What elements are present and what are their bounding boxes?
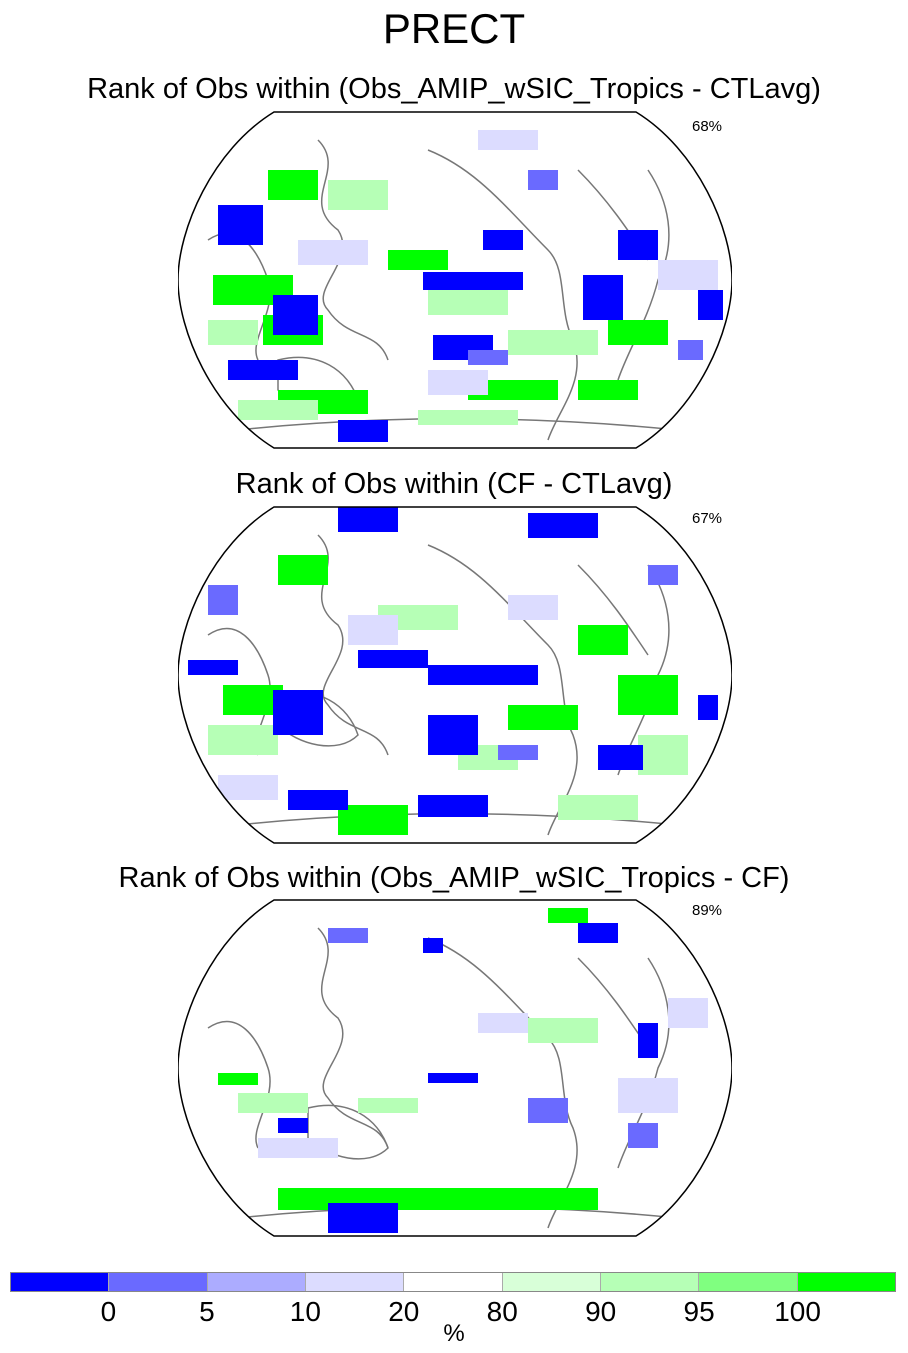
panel-1-percent: 68% bbox=[692, 118, 723, 135]
light-blue-regions bbox=[218, 595, 558, 800]
panel-2-map bbox=[178, 506, 732, 844]
map-border bbox=[178, 111, 732, 449]
medium-blue-regions bbox=[328, 928, 658, 1148]
colorbar-tick-label: 90 bbox=[585, 1296, 617, 1327]
colorbar-cell bbox=[11, 1273, 110, 1291]
colorbar-tick-label: 80 bbox=[486, 1296, 518, 1327]
blue-regions bbox=[278, 923, 658, 1233]
colorbar-cell bbox=[207, 1273, 306, 1291]
colorbar bbox=[10, 1272, 896, 1292]
colorbar-cell bbox=[699, 1273, 798, 1291]
colorbar-cell bbox=[502, 1273, 601, 1291]
light-green-regions bbox=[208, 605, 688, 820]
panel-3-title: Rank of Obs within (Obs_AMIP_wSIC_Tropic… bbox=[118, 862, 790, 894]
blue-regions bbox=[188, 507, 718, 817]
green-regions bbox=[213, 170, 668, 414]
colorbar-tick-label: 10 bbox=[289, 1296, 321, 1327]
panel-2-percent: 67% bbox=[692, 510, 723, 527]
medium-blue-regions bbox=[468, 170, 703, 365]
panel-1-title: Rank of Obs within (Obs_AMIP_wSIC_Tropic… bbox=[87, 73, 821, 105]
map-border bbox=[178, 506, 732, 844]
main-title: PRECT bbox=[382, 5, 526, 52]
colorbar-unit: % bbox=[443, 1320, 465, 1347]
light-green-regions bbox=[238, 1018, 598, 1113]
colorbar-tick-label: 95 bbox=[683, 1296, 715, 1327]
light-blue-regions bbox=[298, 130, 718, 395]
colorbar-cell bbox=[600, 1273, 700, 1291]
colorbar-cell bbox=[305, 1273, 405, 1291]
colorbar-cell bbox=[109, 1273, 208, 1291]
colorbar-cell bbox=[797, 1273, 895, 1291]
medium-blue-regions bbox=[208, 565, 678, 760]
light-blue-regions bbox=[258, 998, 708, 1158]
map-border bbox=[178, 899, 732, 1237]
panel-1-map bbox=[178, 111, 732, 449]
panel-3-percent: 89% bbox=[692, 902, 723, 919]
colorbar-tick-label: 100 bbox=[774, 1296, 821, 1327]
colorbar-tick-label: 5 bbox=[199, 1296, 215, 1327]
colorbar-cell bbox=[404, 1273, 503, 1291]
panel-3-map bbox=[178, 899, 732, 1237]
panel-2-title: Rank of Obs within (CF - CTLavg) bbox=[235, 468, 673, 500]
colorbar-tick-label: 20 bbox=[388, 1296, 420, 1327]
colorbar-tick-label: 0 bbox=[100, 1296, 117, 1327]
light-green-regions bbox=[208, 180, 598, 425]
